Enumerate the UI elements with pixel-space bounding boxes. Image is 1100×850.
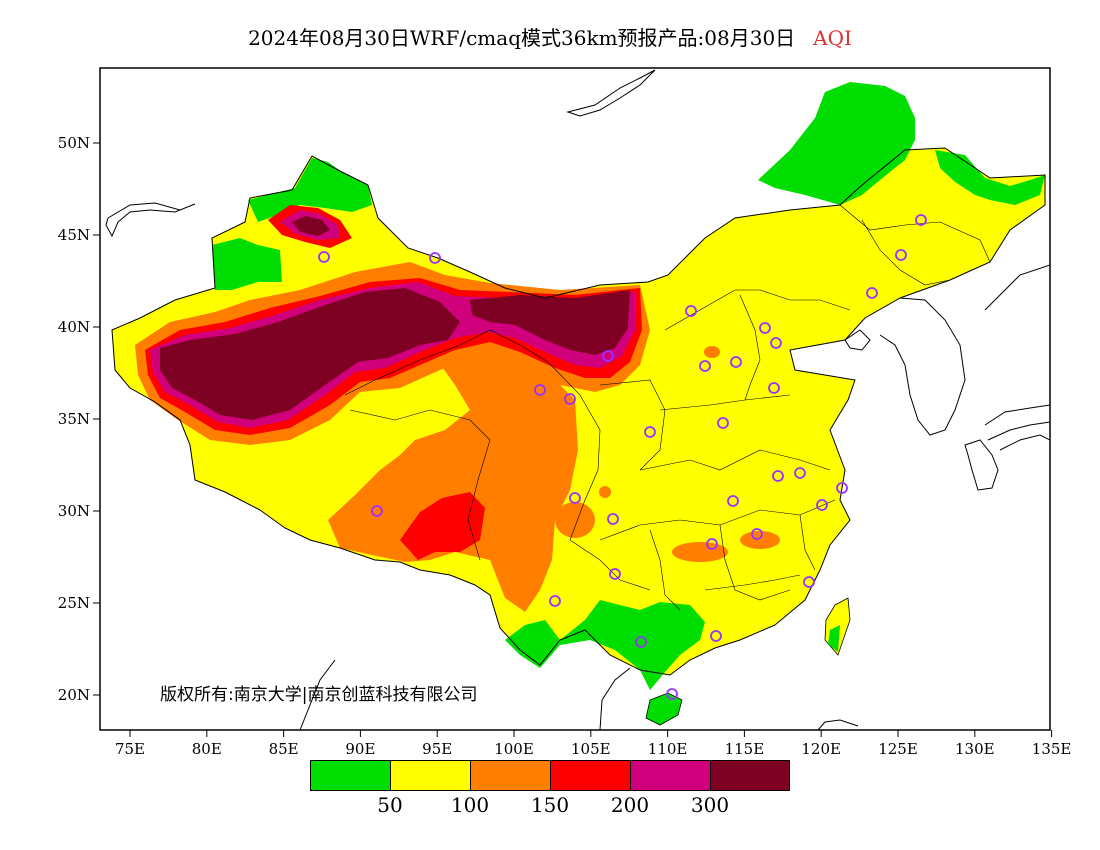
map-frame	[99, 67, 1051, 731]
legend-swatch	[470, 760, 550, 791]
country-border	[111, 147, 1046, 676]
circle-icon	[371, 505, 383, 517]
legend-tick-label: 100	[450, 793, 490, 817]
circle-icon	[607, 513, 619, 525]
y-tick-label: 20N	[58, 686, 90, 704]
circle-icon	[644, 426, 656, 438]
legend-swatch	[630, 760, 710, 791]
x-tick-label: 105E	[571, 740, 611, 758]
aqi-region-good-ili	[212, 238, 282, 290]
y-tick-label: 30N	[58, 502, 90, 520]
circle-icon	[794, 467, 806, 479]
circle-icon	[706, 538, 718, 550]
legend-swatch	[710, 760, 790, 791]
aqi-region-good-altai	[248, 158, 372, 222]
legend-tick-label: 200	[610, 793, 650, 817]
circle-icon	[866, 287, 878, 299]
circle-icon	[768, 382, 780, 394]
map-title: 2024年08月30日WRF/cmaq模式36km预报产品:08月30日 AQI	[0, 22, 1100, 51]
copyright-notice: 版权所有:南京大学|南京创蓝科技有限公司	[160, 685, 478, 705]
x-tick-label: 110E	[648, 740, 688, 758]
x-tick-label: 85E	[269, 740, 299, 758]
aqi-patch-usg-5	[599, 486, 611, 498]
aqi-region-hazardous-alxa	[470, 290, 630, 355]
circle-icon	[685, 305, 697, 317]
title-variable: AQI	[813, 26, 852, 50]
x-tick-label: 115E	[725, 740, 765, 758]
legend-swatch	[310, 760, 390, 791]
circle-icon	[699, 360, 711, 372]
title-main: 2024年08月30日WRF/cmaq模式36km预报产品:08月30日	[248, 26, 796, 50]
circle-icon	[915, 214, 927, 226]
aqi-patch-usg-2	[740, 531, 780, 549]
circle-icon	[895, 249, 907, 261]
legend-swatch	[550, 760, 630, 791]
circle-icon	[534, 384, 546, 396]
circle-icon	[751, 528, 763, 540]
legend-tick-label: 50	[377, 793, 403, 817]
circle-icon	[836, 482, 848, 494]
province-borders	[344, 204, 991, 611]
x-tick-label: 95E	[422, 740, 452, 758]
aqi-patch-usg-3	[555, 502, 595, 538]
legend-swatch	[390, 760, 470, 791]
x-tick-label: 130E	[955, 740, 995, 758]
y-tick-label: 35N	[58, 410, 90, 428]
circle-icon	[549, 595, 561, 607]
circle-icon	[666, 688, 678, 700]
aqi-patch-usg-1	[672, 542, 728, 562]
aqi-patch-usg-4	[704, 346, 720, 358]
circle-icon	[602, 350, 614, 362]
legend-tick-label: 300	[690, 793, 730, 817]
circle-icon	[727, 495, 739, 507]
legend-tick-label: 150	[530, 793, 570, 817]
y-axis: 20N 25N 30N 35N 40N 45N 50N	[58, 134, 100, 704]
x-tick-label: 100E	[494, 740, 534, 758]
x-tick-label: 125E	[878, 740, 918, 758]
circle-icon	[816, 499, 828, 511]
circle-icon	[318, 251, 330, 263]
aqi-legend	[310, 760, 790, 791]
neighbor-borders	[105, 69, 1050, 730]
y-tick-label: 45N	[58, 226, 90, 244]
circle-icon	[717, 417, 729, 429]
y-tick-label: 25N	[58, 594, 90, 612]
circle-icon	[770, 337, 782, 349]
aqi-region-usg-plateau	[328, 340, 578, 612]
x-tick-label: 90E	[345, 740, 375, 758]
x-tick-label: 120E	[801, 740, 841, 758]
y-tick-label: 40N	[58, 318, 90, 336]
circle-icon	[710, 630, 722, 642]
circle-icon	[609, 568, 621, 580]
aqi-region-unhealthy-yunnan	[400, 492, 485, 560]
circle-icon	[635, 636, 647, 648]
aqi-region-good-taiwan-east	[828, 625, 840, 652]
x-tick-label: 75E	[115, 740, 145, 758]
circle-icon	[772, 470, 784, 482]
city-markers	[318, 214, 927, 700]
y-tick-label: 50N	[58, 134, 90, 152]
circle-icon	[429, 252, 441, 264]
aqi-region-hazardous-junggar	[292, 216, 330, 236]
aqi-region-hazardous-taklimakan	[160, 288, 460, 420]
circle-icon	[564, 393, 576, 405]
aqi-region-good-heilongjiang-east	[935, 150, 1045, 205]
aqi-region-good-south	[505, 600, 705, 690]
x-tick-label: 80E	[192, 740, 222, 758]
aqi-region-good-hainan	[645, 692, 683, 726]
circle-icon	[759, 322, 771, 334]
circle-icon	[803, 576, 815, 588]
circle-icon	[569, 492, 581, 504]
circle-icon	[730, 356, 742, 368]
x-tick-label: 135E	[1032, 740, 1072, 758]
x-axis: 75E 80E 85E 90E 95E 100E 105E 110E 115E 120E 125E 1…	[115, 730, 1071, 758]
